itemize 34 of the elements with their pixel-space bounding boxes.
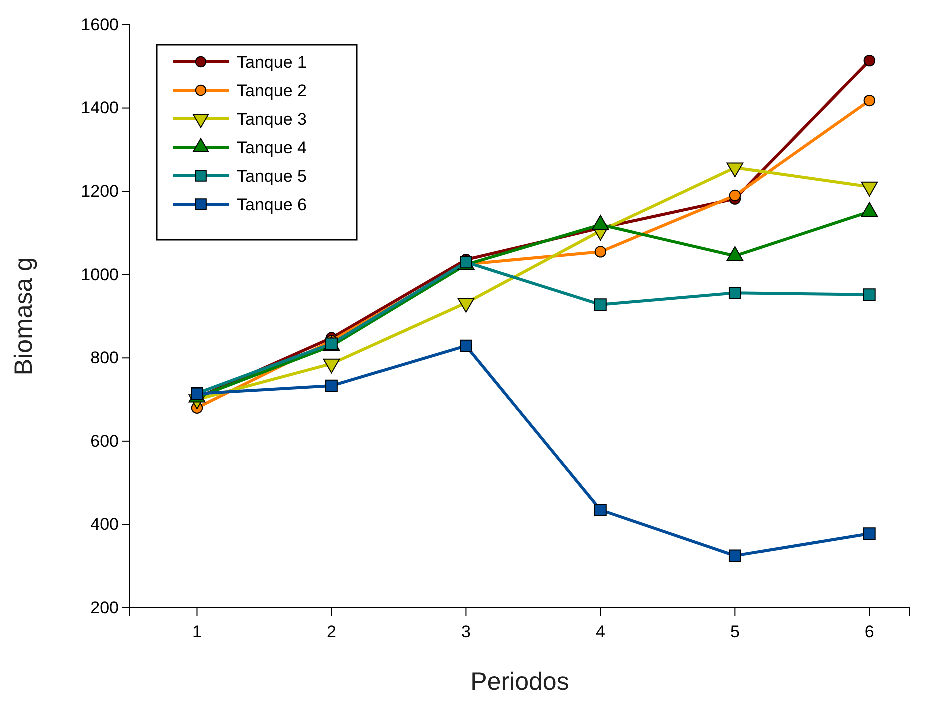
y-tick-label: 600	[90, 432, 119, 451]
y-tick-label: 200	[90, 598, 119, 618]
x-tick-label: 4	[596, 622, 606, 642]
point	[326, 380, 338, 392]
point	[864, 54, 876, 67]
point	[729, 190, 742, 202]
x-tick-label: 6	[864, 622, 874, 642]
point	[460, 340, 472, 352]
y-tick-label: 1400	[81, 98, 119, 118]
y-axis-title: Biomasa g	[10, 257, 38, 376]
y-tick-label: 1000	[81, 265, 119, 284]
legend-label: Tanque 6	[237, 196, 307, 214]
y-tick-label: 800	[90, 348, 119, 368]
y-tick-label: 1600	[81, 15, 119, 34]
point	[863, 288, 876, 302]
y-tick-label: 400	[90, 515, 119, 534]
legend-label: Tanque 4	[237, 138, 307, 158]
x-tick-label: 3	[461, 622, 471, 642]
legend-label: Tanque 2	[237, 82, 307, 100]
x-tick-label: 1	[192, 622, 202, 642]
point	[594, 504, 607, 516]
legend-label: Tanque 1	[237, 53, 307, 72]
point	[594, 298, 607, 312]
y-tick-label: 1200	[81, 182, 119, 202]
x-axis-title: Periodos	[470, 668, 570, 696]
x-tick-label: 5	[730, 622, 740, 642]
point	[728, 286, 742, 300]
point	[863, 528, 876, 540]
x-tick-label: 2	[326, 622, 336, 642]
legend-label: Tanque 5	[237, 167, 307, 186]
point	[594, 246, 607, 258]
point	[864, 94, 876, 107]
point	[728, 550, 742, 562]
legend-label: Tanque 3	[237, 110, 307, 129]
